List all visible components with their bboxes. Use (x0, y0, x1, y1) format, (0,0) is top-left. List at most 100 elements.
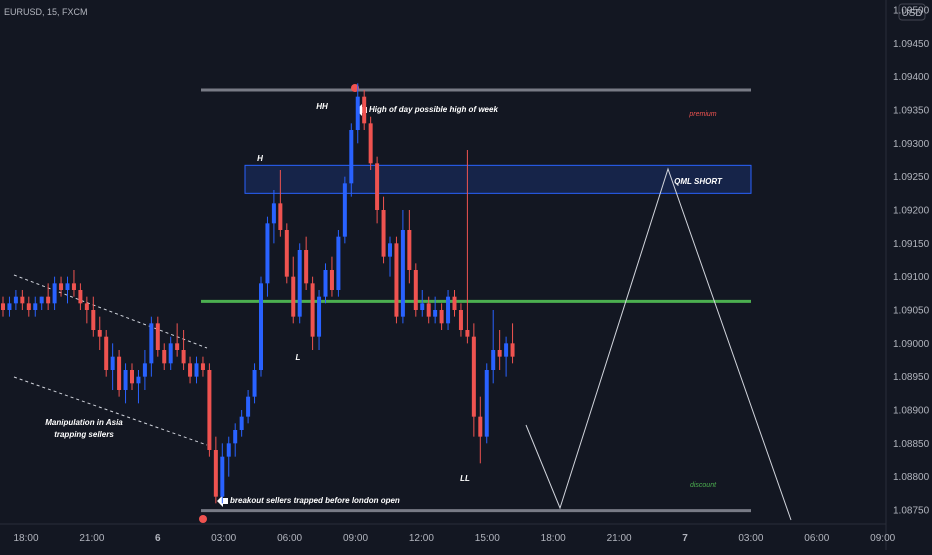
candle-body (110, 356, 115, 370)
currency-label: USD (901, 8, 922, 19)
x-tick-label: 21:00 (607, 533, 632, 544)
candle-body (452, 296, 457, 310)
candle-body (13, 296, 18, 304)
qml-short-zone (244, 164, 752, 194)
label-l: L (296, 353, 301, 362)
projection-path (525, 167, 792, 521)
candle-body (368, 123, 373, 164)
x-tick-label: 06:00 (277, 533, 302, 544)
candle-body (213, 450, 218, 497)
candle-body (46, 296, 51, 304)
candle-body (84, 303, 89, 310)
candle-body (59, 283, 64, 290)
candle-body (20, 296, 25, 304)
candle-body (265, 223, 270, 284)
candle-body (117, 356, 122, 390)
candle-body (78, 290, 83, 304)
candle-body (130, 370, 134, 384)
candle-body (65, 283, 70, 290)
candle-body (168, 343, 173, 364)
y-tick-label: 1.09350 (893, 106, 930, 117)
candle-body (420, 303, 425, 310)
candle-body (259, 283, 263, 370)
note-asia-line2: trapping sellers (54, 430, 114, 439)
candle-body (252, 370, 257, 397)
candle-body (465, 330, 470, 337)
candle-body (149, 323, 154, 364)
candle-body (136, 376, 141, 384)
y-tick-label: 1.08800 (893, 472, 930, 483)
label-qml-short: QML SHORT (674, 177, 723, 186)
label-premium: premium (688, 111, 716, 118)
candle-body (142, 363, 147, 377)
channel-upper-line (13, 274, 208, 349)
candle-body (297, 250, 302, 317)
candle-body (97, 330, 102, 337)
candle-body (233, 430, 238, 444)
candle-body (33, 303, 38, 310)
x-tick-label: 15:00 (475, 533, 500, 544)
candle-body (336, 236, 341, 290)
candle-body (433, 310, 438, 317)
channel-lower-line (13, 376, 208, 446)
candle-body (504, 343, 509, 357)
candle-body (413, 270, 418, 310)
candle-body (471, 336, 476, 417)
candle-body (1, 303, 5, 310)
candle-body (7, 303, 12, 310)
y-tick-label: 1.09450 (893, 39, 930, 50)
note-high-of-day: High of day possible high of week (369, 105, 498, 114)
candle-body (329, 270, 334, 290)
candle-body (239, 416, 244, 430)
candle-body (284, 230, 289, 277)
candle-body (207, 370, 212, 450)
label-h: H (257, 154, 263, 163)
label-ll: LL (460, 474, 470, 483)
candle-body (478, 416, 483, 437)
y-tick-label: 1.09150 (893, 239, 930, 250)
candle-body (355, 96, 360, 130)
y-tick-label: 1.09300 (893, 139, 930, 150)
candle-body (446, 296, 451, 324)
candle-body (271, 203, 276, 224)
candle-body (510, 343, 515, 357)
candle-body (220, 456, 225, 497)
y-tick-label: 1.09400 (893, 72, 930, 83)
grid (0, 0, 887, 550)
x-tick-label: 7 (682, 533, 688, 544)
candle-body (375, 163, 380, 210)
y-tick-label: 1.09050 (893, 306, 930, 317)
candle-body (246, 396, 251, 417)
x-tick-label: 6 (155, 533, 161, 544)
x-tick-label: 09:00 (343, 533, 368, 544)
candle-body (388, 243, 392, 257)
candle-body (381, 210, 386, 257)
y-tick-label: 1.08950 (893, 372, 930, 383)
symbol-title: EURUSD, 15, FXCM (4, 7, 88, 17)
label-discount: discount (690, 482, 717, 489)
y-tick-label: 1.09200 (893, 206, 930, 217)
note-asia-line1: Manipulation in Asia (45, 418, 123, 427)
low-marker (199, 515, 207, 523)
candle-body (407, 230, 412, 270)
candle-body (188, 363, 193, 377)
candle-body (304, 250, 309, 284)
x-tick-label: 18:00 (13, 533, 38, 544)
y-tick-label: 1.08900 (893, 406, 930, 417)
candle-body (349, 130, 354, 184)
candle-body (491, 350, 496, 370)
candle-body (439, 310, 444, 324)
y-tick-label: 1.08850 (893, 439, 930, 450)
label-hh: HH (316, 102, 328, 111)
candle-body (362, 96, 367, 124)
y-tick-label: 1.09000 (893, 339, 930, 350)
currency-badge[interactable] (898, 3, 926, 21)
candle-body (458, 310, 463, 330)
x-tick-label: 09:00 (870, 533, 895, 544)
candle-body (400, 230, 405, 317)
candle-body (39, 296, 44, 304)
candle-body (104, 336, 109, 370)
x-tick-label: 03:00 (738, 533, 763, 544)
